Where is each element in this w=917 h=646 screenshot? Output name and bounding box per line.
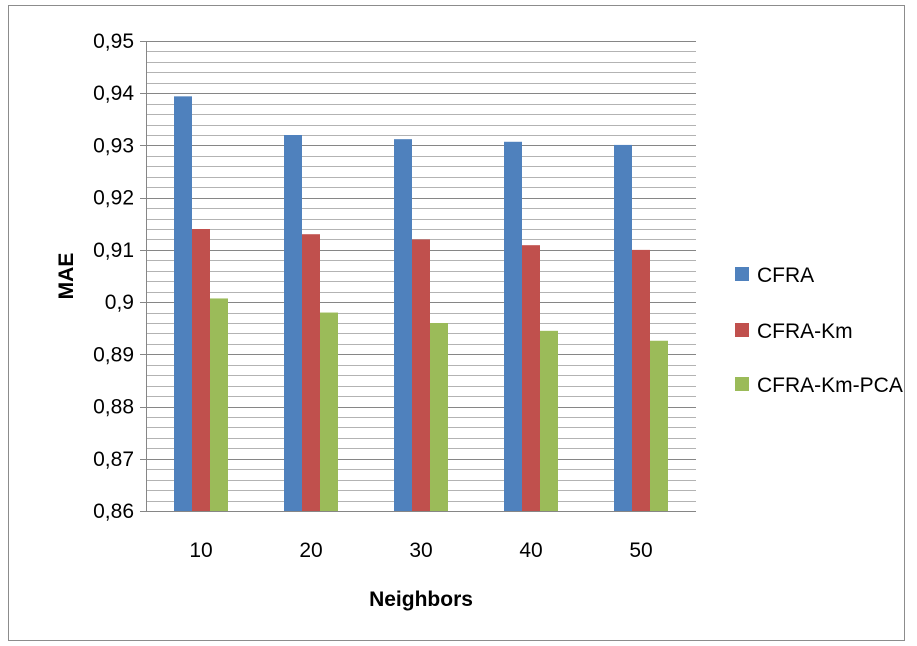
legend-label: CFRA-Km (757, 320, 853, 343)
legend-swatch (735, 323, 749, 337)
y-axis-title: MAE (55, 253, 78, 300)
y-tick-label: 0,94 (93, 82, 134, 105)
y-tick-label: 0,93 (93, 134, 134, 157)
x-tick-label: 20 (299, 539, 322, 562)
bar-cfra-km-pca-30 (430, 323, 448, 511)
x-tick-label: 50 (629, 539, 652, 562)
y-tick-label: 0,87 (93, 448, 134, 471)
y-tick-label: 0,88 (93, 396, 134, 419)
x-tick-label: 30 (409, 539, 432, 562)
bar-cfra-km-pca-10 (210, 298, 228, 511)
bar-cfra-10 (174, 96, 192, 511)
x-tick-label: 10 (189, 539, 212, 562)
y-tick-label: 0,91 (93, 239, 134, 262)
legend-swatch (735, 377, 749, 391)
x-axis-title: Neighbors (369, 588, 473, 611)
bar-cfra-km-10 (192, 229, 210, 511)
bar-cfra-50 (614, 144, 632, 511)
x-axis-ticks: 10 20 30 40 50 (189, 539, 652, 562)
legend: CFRA CFRA-Km CFRA-Km-PCA (735, 264, 903, 397)
bar-cfra-km-40 (522, 245, 540, 511)
x-tick-label: 40 (519, 539, 542, 562)
legend-label: CFRA (757, 264, 814, 287)
bar-cfra-30 (394, 139, 412, 511)
y-tick-label: 0,86 (93, 500, 134, 523)
y-tick-label: 0,95 (93, 30, 134, 53)
bar-cfra-km-pca-50 (650, 340, 668, 511)
legend-label: CFRA-Km-PCA (757, 374, 903, 397)
bars (174, 96, 668, 512)
y-tick-label: 0,92 (93, 187, 134, 210)
y-tick-label: 0,89 (93, 343, 134, 366)
bar-cfra-40 (504, 141, 522, 512)
bar-cfra-km-30 (412, 239, 430, 511)
legend-swatch (735, 267, 749, 281)
bar-cfra-km-20 (302, 234, 320, 511)
y-tick-label: 0,9 (105, 291, 134, 314)
bar-cfra-km-pca-20 (320, 312, 338, 511)
bar-cfra-20 (284, 135, 302, 511)
bar-cfra-km-50 (632, 249, 650, 511)
bar-cfra-km-pca-40 (540, 330, 558, 511)
y-axis-ticks: 0,86 0,87 0,88 0,89 0,9 0,91 0,92 0,93 0,94 0,95 (93, 30, 146, 523)
